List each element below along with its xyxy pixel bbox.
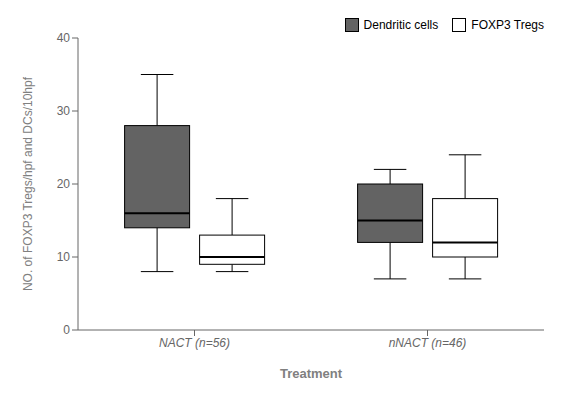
svg-text:NO. of FOXP3 Tregs/hpf and DCs: NO. of FOXP3 Tregs/hpf and DCs/10hpf (21, 76, 35, 291)
html-text:FOXP3 Tregs: FOXP3 Tregs (471, 18, 544, 32)
svg-text:30: 30 (57, 104, 71, 118)
svg-text:0: 0 (63, 323, 70, 337)
svg-text:20: 20 (57, 177, 71, 191)
svg-text:NACT (n=56): NACT (n=56) (159, 336, 230, 350)
svg-text:10: 10 (57, 250, 71, 264)
svg-text:nNACT (n=46): nNACT (n=46) (389, 336, 467, 350)
svg-text:Treatment: Treatment (280, 366, 343, 381)
html-text:Dendritic cells: Dendritic cells (363, 18, 439, 32)
svg-text:40: 40 (57, 31, 71, 45)
